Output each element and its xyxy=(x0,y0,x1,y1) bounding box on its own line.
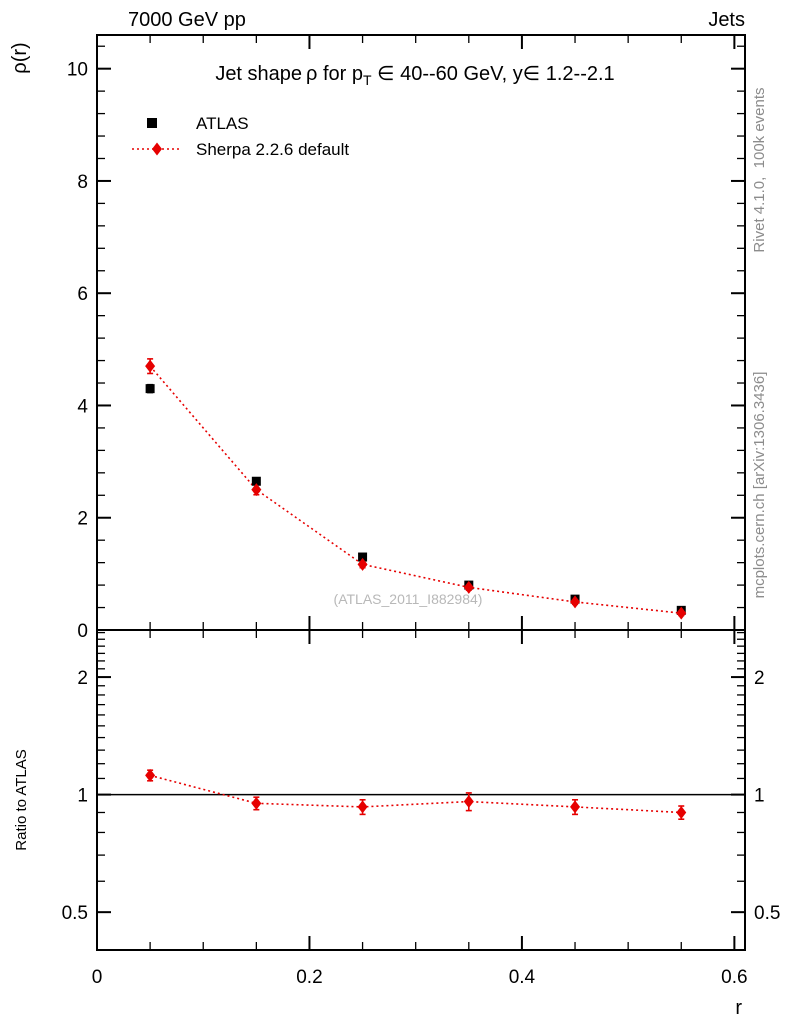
tick-label: 2 xyxy=(77,509,88,530)
tick-label: 0.5 xyxy=(62,903,88,924)
data-point-diamond xyxy=(251,483,262,497)
top-panel-frame xyxy=(96,34,746,631)
data-point-diamond xyxy=(570,595,581,609)
data-point-diamond xyxy=(145,359,156,373)
data-point-square xyxy=(251,476,261,486)
data-point-square xyxy=(358,552,368,562)
process-label: Jets xyxy=(708,9,745,31)
tick-label: 0 xyxy=(92,967,103,988)
tick-label: 1 xyxy=(754,786,765,807)
legend-label-sherpa: Sherpa 2.2.6 default xyxy=(196,140,349,159)
beam-energy-label: 7000 GeV pp xyxy=(128,9,246,31)
rivet-version-label: Rivet 4.1.0, 100k events xyxy=(751,87,768,252)
ratio-panel-frame xyxy=(96,629,746,951)
data-point-diamond xyxy=(463,795,474,809)
sherpa-line xyxy=(149,365,682,614)
tick-label: 6 xyxy=(77,284,88,305)
tick-label: 0.6 xyxy=(721,967,747,988)
data-point-diamond xyxy=(152,142,162,156)
ratio-line xyxy=(149,774,682,814)
plot-title: Jet shape ρ for pT ∈ 40--60 GeV, y∈ 1.2-… xyxy=(215,63,614,88)
tick-label: 2 xyxy=(77,668,88,689)
tick-label: 10 xyxy=(67,60,88,81)
data-point-diamond xyxy=(357,557,368,571)
mcplots-reference-label: mcplots.cern.ch [arXiv:1306.3436] xyxy=(751,372,768,599)
tick-label: 0 xyxy=(77,621,88,642)
analysis-id-watermark: (ATLAS_2011_I882984) xyxy=(334,591,483,607)
y-axis-label-ratio: Ratio to ATLAS xyxy=(13,749,30,850)
data-point-diamond xyxy=(570,800,581,814)
tick-label: 0.4 xyxy=(509,967,536,988)
y-axis-label-top: ρ(r) xyxy=(9,42,31,73)
tick-label: 8 xyxy=(77,172,88,193)
data-point-square xyxy=(147,118,157,128)
data-point-diamond xyxy=(676,606,687,620)
tick-label: 1 xyxy=(77,786,88,807)
plot-title-post: ∈ 40--60 GeV, y∈ 1.2--2.1 xyxy=(372,63,615,85)
tick-label: 2 xyxy=(754,668,765,689)
x-axis-label: r xyxy=(735,997,742,1019)
plot-title-pre: Jet shape ρ for p xyxy=(215,63,363,85)
data-point-diamond xyxy=(676,805,687,819)
data-point-diamond xyxy=(251,796,262,810)
plot-title-subscript: T xyxy=(363,72,372,88)
tick-label: 0.5 xyxy=(754,903,780,924)
data-point-square xyxy=(145,384,155,394)
data-point-diamond xyxy=(463,580,474,594)
legend-label-atlas: ATLAS xyxy=(196,114,249,133)
tick-label: 4 xyxy=(77,396,88,417)
data-point-diamond xyxy=(357,800,368,814)
tick-label: 0.2 xyxy=(296,967,322,988)
data-point-diamond xyxy=(145,768,156,782)
chart-layer: 0 0.2 0.4 0.6 0 2 4 6 8 10 0.5 0.5 1 1 2 2 xyxy=(62,35,780,988)
